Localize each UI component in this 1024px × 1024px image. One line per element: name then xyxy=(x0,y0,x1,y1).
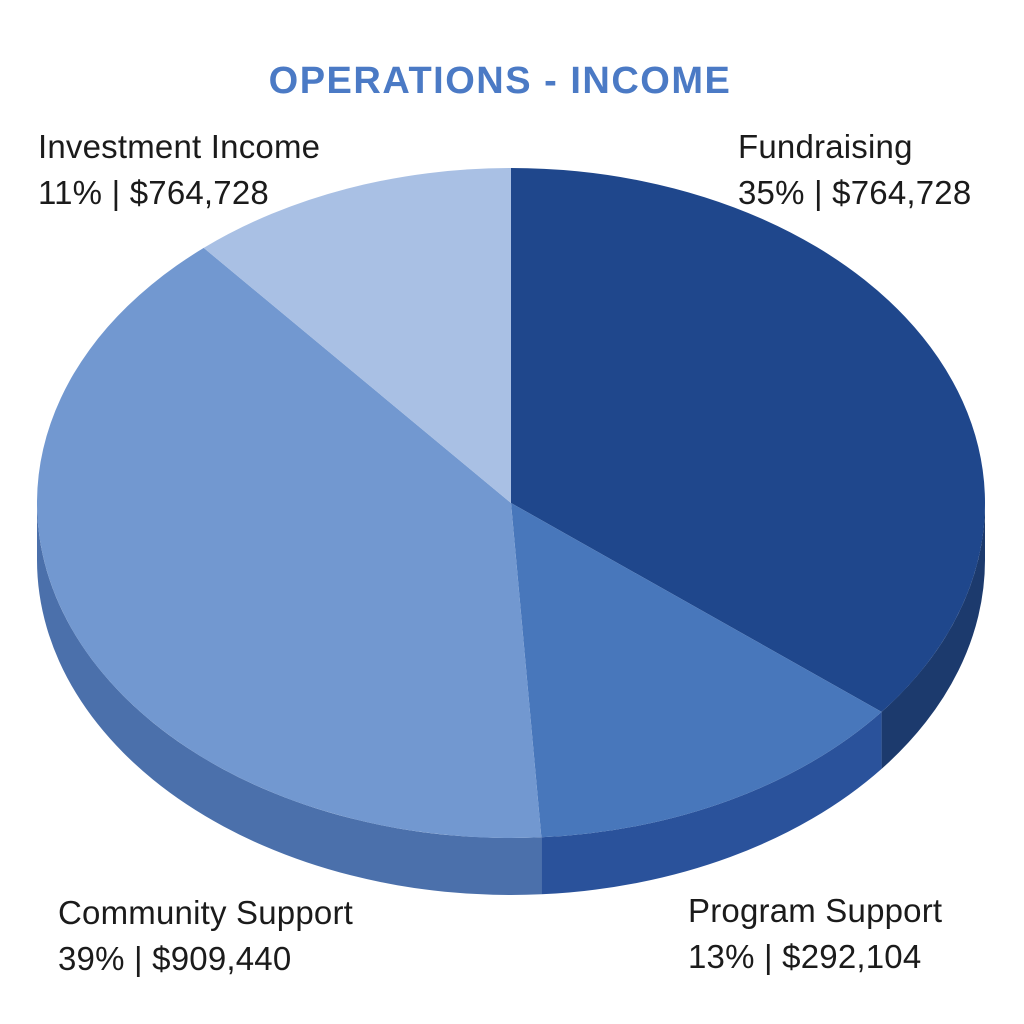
label-program-support: Program Support 13% | $292,104 xyxy=(688,888,942,979)
slice-value: 39% | $909,440 xyxy=(58,939,292,977)
pie-slice-fundraising xyxy=(511,168,986,712)
slice-name: Fundraising xyxy=(738,128,913,165)
pie-slice-side-program-support xyxy=(541,711,882,895)
chart-title: OPERATIONS - INCOME xyxy=(268,60,732,102)
label-community-support: Community Support 39% | $909,440 xyxy=(58,890,353,981)
slice-name: Community Support xyxy=(58,894,354,931)
label-investment-income: Investment Income 11% | $764,728 xyxy=(38,124,320,215)
pie-slice-program-support xyxy=(511,503,882,838)
slice-value: 11% | $764,728 xyxy=(38,173,269,211)
pie-slice-community-support xyxy=(36,247,542,839)
slice-name: Investment Income xyxy=(38,128,321,165)
slice-value: 13% | $292,104 xyxy=(688,937,922,975)
slice-value: 35% | $764,728 xyxy=(738,173,972,211)
slice-name: Program Support xyxy=(688,892,943,929)
pie-slice-investment-income xyxy=(203,168,511,503)
label-fundraising: Fundraising 35% | $764,728 xyxy=(738,124,971,215)
pie-slice-side-community-support xyxy=(37,503,542,895)
pie-slice-side-fundraising xyxy=(881,503,985,769)
